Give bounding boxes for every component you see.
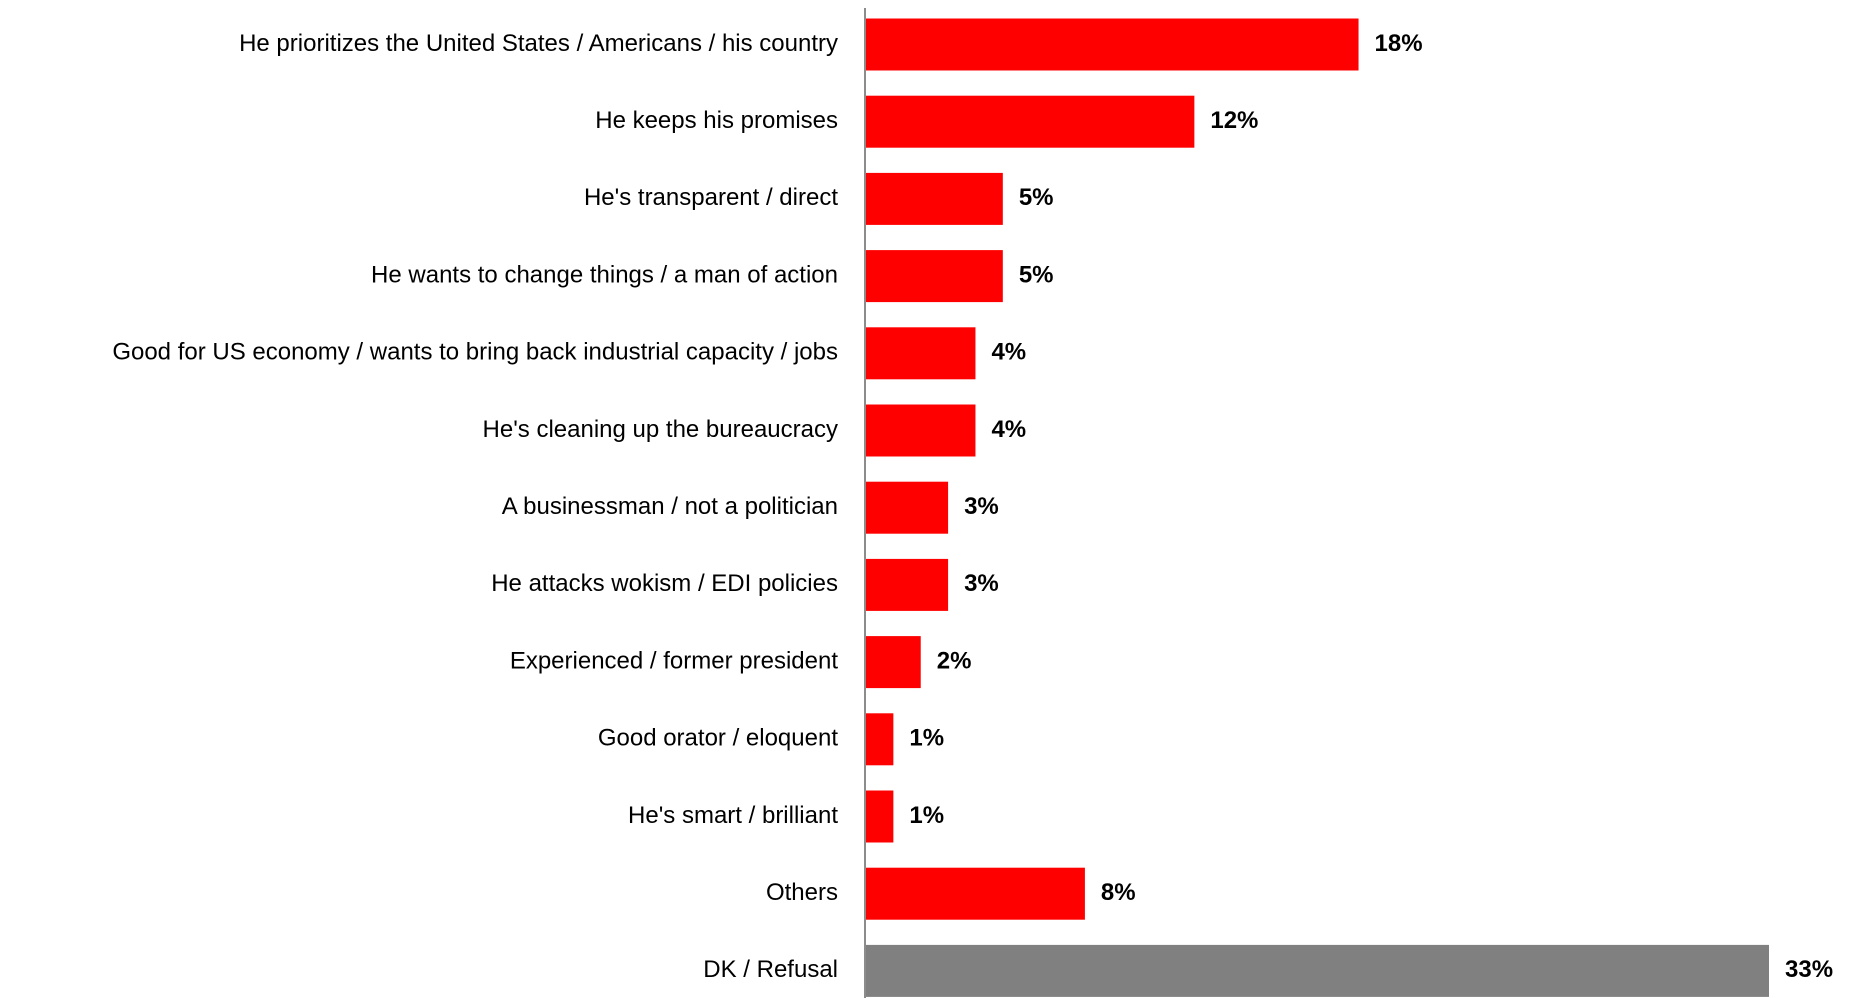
value-label: 18% bbox=[1375, 30, 1423, 57]
category-label: He attacks wokism / EDI policies bbox=[491, 570, 838, 597]
value-label: 3% bbox=[964, 493, 999, 520]
category-label: He's cleaning up the bureaucracy bbox=[483, 416, 838, 443]
bar bbox=[866, 404, 976, 457]
bar bbox=[866, 558, 949, 611]
bar bbox=[866, 327, 976, 380]
category-label: He prioritizes the United States / Ameri… bbox=[239, 30, 838, 57]
bar bbox=[866, 18, 1359, 71]
value-label: 8% bbox=[1101, 879, 1136, 906]
value-label: 1% bbox=[909, 725, 944, 752]
category-label: Experienced / former president bbox=[510, 647, 838, 674]
category-label: He wants to change things / a man of act… bbox=[371, 261, 838, 288]
category-label: He's transparent / direct bbox=[584, 184, 838, 211]
category-label: He's smart / brilliant bbox=[628, 802, 838, 829]
bar bbox=[866, 713, 894, 766]
value-label: 12% bbox=[1210, 107, 1258, 134]
bar bbox=[866, 172, 1003, 225]
bar bbox=[866, 790, 894, 843]
bar bbox=[866, 867, 1085, 920]
bar bbox=[866, 944, 1769, 997]
category-label: Good orator / eloquent bbox=[598, 725, 838, 752]
value-label: 1% bbox=[909, 802, 944, 829]
value-label: 5% bbox=[1019, 184, 1054, 211]
category-label: A businessman / not a politician bbox=[502, 493, 838, 520]
category-label: Others bbox=[766, 879, 838, 906]
value-label: 4% bbox=[991, 416, 1026, 443]
category-label: He keeps his promises bbox=[595, 107, 838, 134]
bar bbox=[866, 95, 1195, 148]
category-labels: He prioritizes the United States / Ameri… bbox=[112, 30, 838, 983]
value-label: 2% bbox=[937, 647, 972, 674]
bars bbox=[866, 18, 1769, 997]
bar bbox=[866, 481, 949, 534]
bar bbox=[866, 636, 921, 689]
category-label: Good for US economy / wants to bring bac… bbox=[112, 339, 838, 366]
value-labels: 18% 12% 5% 5% 4% 4% 3% 3% 2% 1% 1% 8% 33% bbox=[909, 30, 1833, 983]
value-label: 5% bbox=[1019, 261, 1054, 288]
bar bbox=[866, 250, 1003, 303]
value-label: 3% bbox=[964, 570, 999, 597]
value-label: 4% bbox=[991, 339, 1026, 366]
category-label: DK / Refusal bbox=[703, 956, 838, 983]
value-label: 33% bbox=[1785, 956, 1833, 983]
